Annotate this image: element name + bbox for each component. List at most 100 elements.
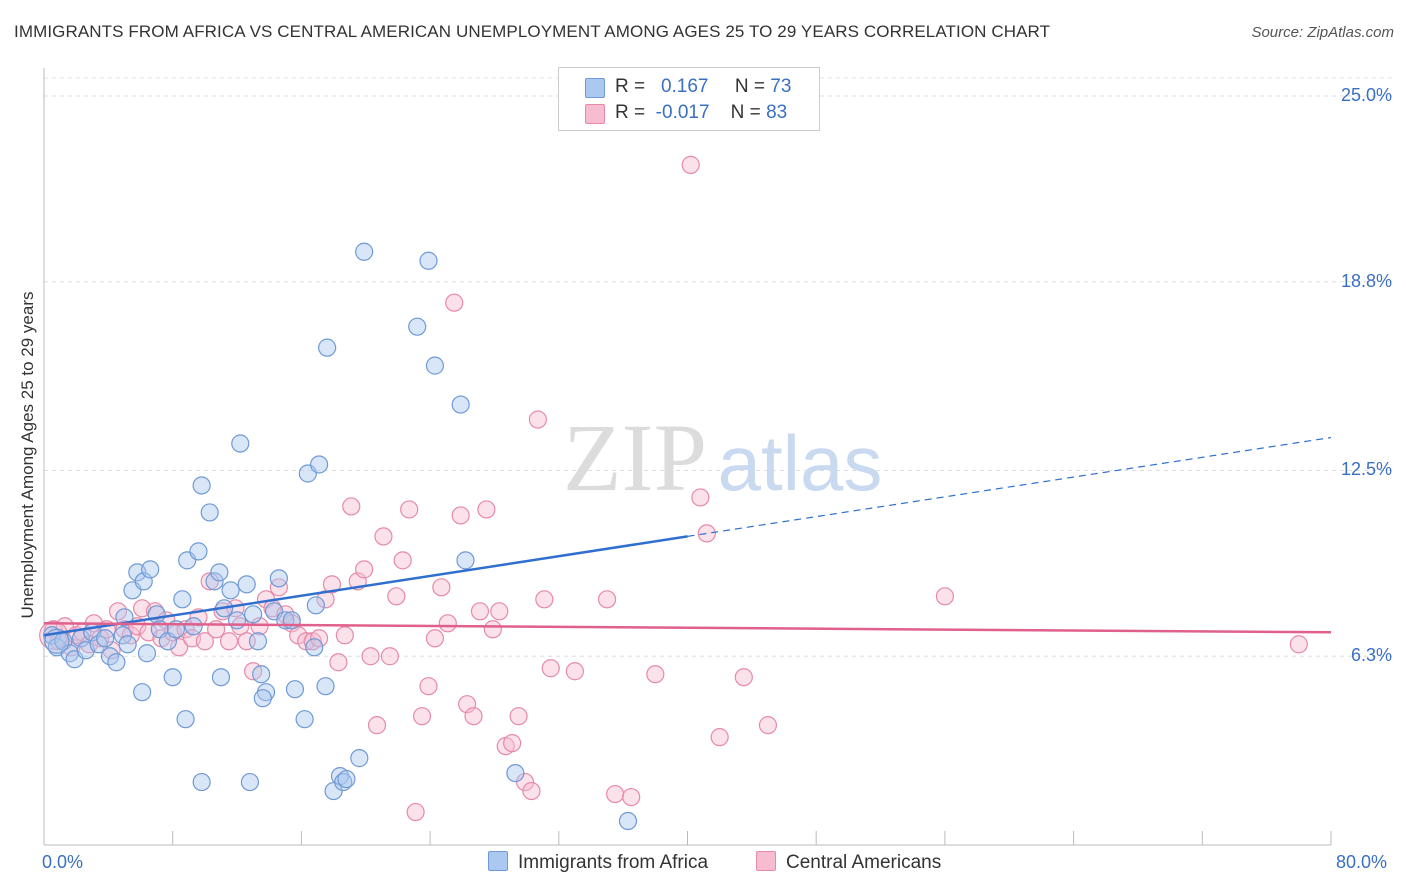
bottom-legend-africa-label: Immigrants from Africa — [518, 852, 709, 873]
blue-point-70 — [192, 772, 211, 792]
legend-n-label: N = — [734, 76, 766, 97]
pink-point-81 — [691, 488, 710, 507]
pink-point-61 — [425, 629, 445, 648]
blue-point-41 — [244, 605, 263, 624]
blue-point-12 — [113, 626, 132, 645]
blue-point-11 — [107, 653, 126, 672]
blue-point-24 — [163, 668, 182, 687]
blue-point-55 — [309, 455, 329, 474]
pink-point-88 — [597, 590, 617, 609]
africa-trend-extension — [687, 436, 1332, 537]
pink-point-56 — [393, 551, 412, 570]
bottom-legend-central-label: Central Americans — [786, 852, 942, 873]
blue-point-66 — [425, 356, 445, 375]
pink-point-83 — [710, 728, 729, 747]
blue-point-26 — [173, 590, 192, 609]
blue-point-9 — [96, 629, 115, 648]
y-axis-label: Unemployment Among Ages 25 to 29 years — [18, 291, 37, 619]
legend-swatch-pink — [585, 104, 605, 124]
blue-point-72 — [618, 811, 638, 831]
correlation-legend: R = 0.167 N = 73 R = -0.017 N = 83 — [558, 67, 820, 131]
blue-point-69 — [506, 763, 525, 783]
bottom-legend-africa: Immigrants from Africa — [488, 851, 708, 874]
pink-point-64 — [445, 293, 464, 312]
blue-point-29 — [189, 542, 208, 561]
pink-point-70 — [483, 620, 502, 639]
pink-point-89 — [565, 662, 584, 681]
blue-point-20 — [133, 683, 152, 702]
pink-point-59 — [412, 707, 432, 726]
blue-point-62 — [350, 749, 369, 768]
blue-point-13 — [118, 635, 137, 654]
pink-point-90 — [606, 784, 625, 804]
legend-n-label: N = — [730, 102, 761, 123]
pink-point-71 — [490, 602, 509, 621]
y-tick-label-2: 18.8% — [1340, 270, 1392, 291]
pink-point-21 — [170, 638, 189, 657]
pink-point-87 — [1289, 635, 1308, 654]
blue-point-31 — [192, 476, 211, 495]
legend-r-value-africa: 0.167 — [660, 76, 709, 97]
pink-point-47 — [335, 626, 354, 645]
x-tick-min: 0.0% — [42, 852, 84, 872]
pink-point-79 — [541, 659, 560, 678]
watermark-atlas: atlas — [718, 419, 883, 507]
pink-point-50 — [355, 560, 374, 579]
blue-point-54 — [306, 596, 325, 615]
bottom-legend-central: Central Americans — [756, 851, 941, 874]
blue-point-34 — [210, 563, 229, 582]
pink-point-63 — [438, 614, 457, 633]
blue-point-19 — [147, 605, 166, 624]
pink-point-52 — [367, 716, 387, 735]
pink-point-25 — [195, 632, 214, 651]
pink-point-62 — [432, 578, 451, 597]
pink-point-69 — [477, 500, 496, 519]
legend-n-value-africa: 73 — [770, 76, 792, 97]
legend-r-value-central: -0.017 — [655, 102, 710, 123]
africa-trend-line — [43, 535, 688, 637]
blue-point-56 — [316, 677, 335, 696]
pink-point-76 — [522, 781, 541, 801]
pink-point-58 — [406, 802, 425, 822]
watermark-zip: ZIP — [563, 404, 707, 511]
blue-point-65 — [419, 251, 438, 270]
bottom-swatch-blue — [488, 851, 508, 871]
blue-point-28 — [184, 617, 203, 636]
pink-point-84 — [734, 668, 753, 687]
blue-point-67 — [451, 395, 470, 414]
pink-point-48 — [342, 497, 361, 516]
blue-point-63 — [355, 242, 374, 261]
pink-point-46 — [329, 653, 348, 672]
legend-n-value-central: 83 — [766, 102, 788, 123]
blue-point-51 — [295, 710, 314, 729]
central-trend-line — [43, 622, 1332, 634]
chart-title: IMMIGRANTS FROM AFRICA VS CENTRAL AMERIC… — [14, 22, 1051, 41]
pink-point-51 — [361, 647, 380, 666]
blue-point-64 — [408, 317, 427, 336]
pink-point-57 — [400, 500, 419, 519]
blue-point-32 — [200, 503, 219, 522]
blue-point-18 — [141, 560, 160, 579]
blue-point-21 — [137, 644, 157, 663]
pink-point-78 — [535, 590, 554, 609]
blue-point-45 — [253, 689, 272, 708]
pink-point-68 — [470, 602, 490, 621]
pink-point-80 — [681, 155, 700, 174]
bottom-swatch-pink — [756, 851, 776, 871]
blue-point-57 — [318, 338, 337, 357]
blue-point-71 — [240, 772, 260, 792]
blue-point-39 — [231, 434, 250, 453]
blue-point-36 — [211, 668, 231, 687]
pink-point-54 — [380, 647, 399, 666]
pink-point-65 — [451, 506, 470, 525]
blue-point-33 — [205, 572, 224, 591]
trend-lines — [43, 436, 1332, 637]
pink-point-55 — [387, 587, 406, 606]
blue-point-43 — [252, 665, 271, 684]
blue-point-50 — [285, 680, 305, 699]
legend-swatch-blue — [585, 78, 605, 98]
pink-point-77 — [528, 410, 547, 429]
y-tick-label-0: 6.3% — [1350, 645, 1392, 666]
x-tick-max: 80.0% — [1336, 852, 1388, 872]
